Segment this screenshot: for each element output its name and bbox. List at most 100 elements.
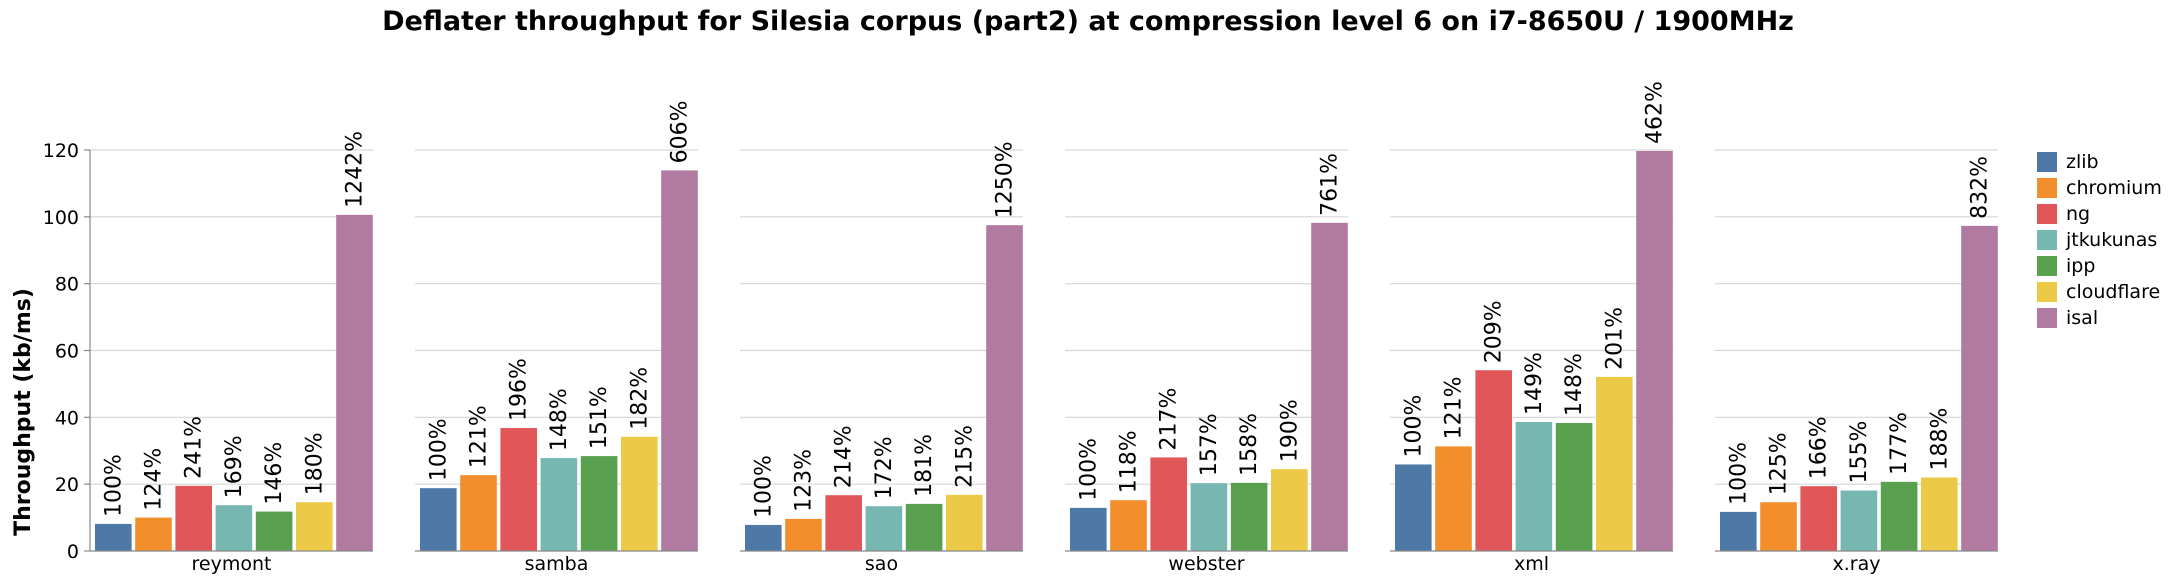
y-tick-label: 120: [43, 140, 79, 162]
data-label: 148%: [547, 388, 572, 451]
data-label: 158%: [1237, 413, 1262, 476]
legend-label: zlib: [2066, 151, 2099, 173]
data-label: 157%: [1197, 413, 1222, 476]
data-label: 100%: [1076, 438, 1101, 501]
data-label: 832%: [1968, 156, 1993, 219]
bar-cloudflare: [296, 502, 333, 551]
category-label: xml: [1514, 553, 1549, 575]
data-label: 190%: [1277, 399, 1302, 462]
data-label: 118%: [1117, 430, 1142, 493]
data-label: 100%: [1401, 395, 1426, 458]
data-label: 155%: [1847, 421, 1872, 484]
data-label: 177%: [1887, 412, 1912, 475]
data-label: 1242%: [343, 131, 368, 208]
legend-item-zlib: zlib: [2037, 151, 2099, 173]
data-label: 100%: [1726, 442, 1751, 505]
bar-ng: [1150, 457, 1187, 551]
panel-reymont: 100% 124% 241% 169% 146% 180% 1242% reymont: [90, 131, 373, 575]
bar-jtkukunas: [865, 506, 903, 551]
legend-swatch: [2037, 178, 2057, 198]
data-label: 100%: [426, 418, 451, 481]
panel-sao: 100% 123% 214% 172% 181% 215% 1250% sao: [740, 141, 1023, 575]
category-label: x.ray: [1833, 553, 1881, 575]
panel-samba: 100% 121% 196% 148% 151% 182% 606% samba: [415, 100, 698, 575]
category-label: webster: [1168, 553, 1244, 575]
bar-ipp: [1555, 423, 1593, 551]
data-label: 241%: [182, 416, 207, 479]
bar-isal: [661, 170, 698, 552]
y-tick-label: 60: [55, 341, 79, 363]
legend-label: isal: [2066, 307, 2098, 329]
data-label: 196%: [507, 358, 532, 421]
bar-jtkukunas: [1840, 490, 1878, 551]
category-label: reymont: [192, 553, 272, 575]
data-label: 123%: [792, 449, 817, 512]
legend-item-isal: isal: [2037, 307, 2098, 329]
bar-isal: [336, 214, 373, 551]
legend-item-jtkukunas: jtkukunas: [2037, 229, 2157, 251]
bar-isal: [1311, 222, 1348, 551]
bar-ng: [175, 485, 212, 551]
bar-chromium: [785, 518, 822, 551]
panel-webster: 100% 118% 217% 157% 158% 190% 761% webster: [1065, 149, 1348, 575]
legend-item-cloudflare: cloudflare: [2037, 281, 2160, 303]
bar-cloudflare: [946, 494, 983, 551]
legend: zlib chromium ng jtkukunas ipp cloudflare isal: [2037, 151, 2162, 329]
data-label: 149%: [1522, 352, 1547, 415]
data-label: 606%: [668, 100, 693, 163]
bar-ipp: [905, 503, 943, 551]
y-axis-label: Throughput (kb/ms): [11, 288, 36, 536]
data-label: 761%: [1318, 153, 1343, 216]
bar-zlib: [95, 523, 132, 551]
bar-ipp: [255, 511, 293, 551]
chart-title: Deflater throughput for Silesia corpus (…: [382, 6, 1794, 37]
bar-ng: [1475, 370, 1512, 551]
legend-label: ng: [2066, 203, 2090, 225]
bar-chromium: [460, 475, 497, 551]
y-tick-label: 40: [55, 407, 79, 429]
data-label: 462%: [1643, 81, 1668, 144]
bar-jtkukunas: [215, 505, 253, 551]
bar-jtkukunas: [1515, 422, 1553, 551]
bar-ipp: [1880, 481, 1918, 551]
bar-ipp: [580, 456, 618, 551]
data-label: 148%: [1562, 353, 1587, 416]
legend-swatch: [2037, 204, 2057, 224]
legend-label: cloudflare: [2066, 281, 2160, 303]
y-tick-label: 100: [43, 207, 79, 229]
bar-zlib: [1395, 464, 1432, 551]
data-label: 166%: [1807, 416, 1832, 479]
category-label: samba: [525, 553, 589, 575]
bar-zlib: [745, 524, 782, 551]
data-label: 201%: [1602, 307, 1627, 370]
bar-ng: [825, 495, 862, 551]
panel-xml: 100% 121% 209% 149% 148% 201% 462% xml: [1390, 81, 1673, 575]
data-label: 100%: [101, 454, 126, 517]
y-tick-label: 80: [55, 274, 79, 296]
bar-ng: [500, 428, 537, 551]
bar-cloudflare: [1921, 477, 1958, 551]
bar-isal: [1636, 151, 1673, 551]
data-label: 181%: [912, 434, 937, 497]
data-label: 180%: [302, 432, 327, 495]
data-label: 146%: [262, 442, 287, 505]
legend-label: jtkukunas: [2065, 229, 2157, 251]
legend-swatch: [2037, 282, 2057, 302]
bar-cloudflare: [1271, 469, 1308, 551]
legend-item-chromium: chromium: [2037, 177, 2162, 199]
bar-chromium: [1110, 500, 1147, 551]
bar-zlib: [1720, 511, 1757, 551]
data-label: 125%: [1767, 432, 1792, 495]
data-label: 172%: [872, 436, 897, 499]
category-label: sao: [865, 553, 898, 575]
data-label: 124%: [142, 448, 167, 511]
legend-label: chromium: [2066, 177, 2162, 199]
bar-cloudflare: [621, 436, 658, 551]
bar-chromium: [1435, 446, 1472, 551]
bar-zlib: [1070, 507, 1107, 551]
legend-label: ipp: [2066, 255, 2095, 277]
chart-panels: 100% 124%241% 169% 146% 180%1242%reymont100%…: [90, 81, 1998, 575]
y-tick-label: 0: [67, 541, 79, 563]
legend-swatch: [2037, 230, 2057, 250]
